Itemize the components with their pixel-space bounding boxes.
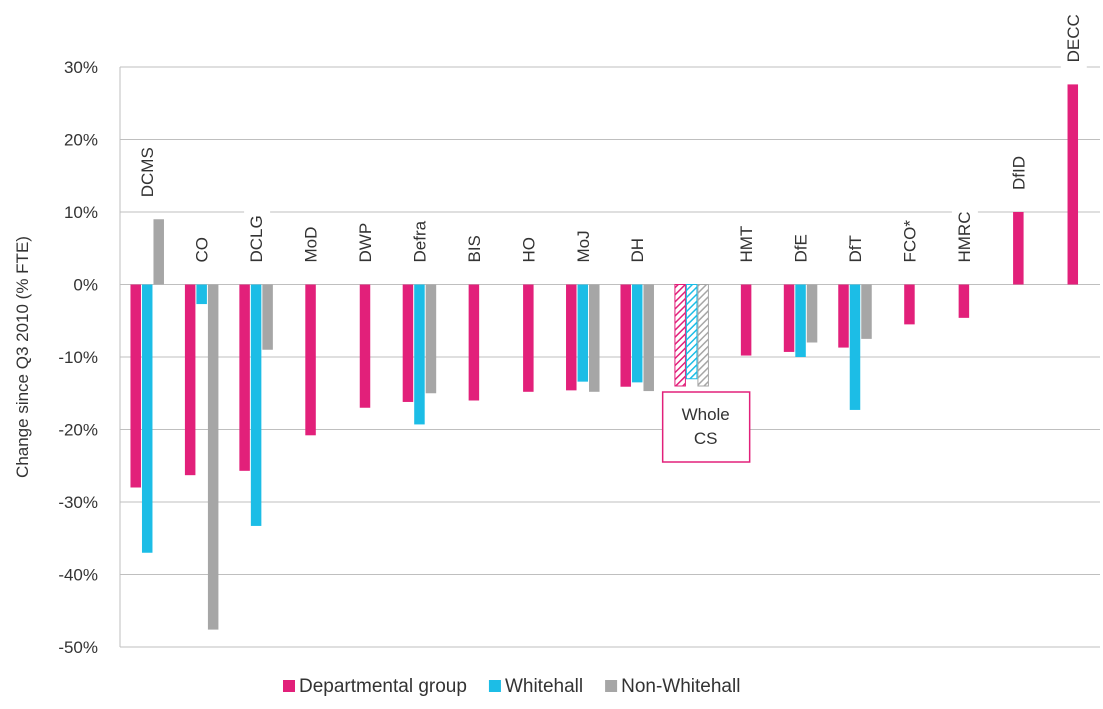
- x-category-label: HMT: [737, 226, 756, 263]
- legend-label: Non-Whitehall: [621, 676, 740, 697]
- grid: [120, 66, 1100, 648]
- bar: [250, 284, 262, 526]
- label-background: [189, 231, 216, 269]
- label-background: [407, 214, 434, 269]
- bar: [740, 284, 752, 356]
- label-background: [516, 231, 543, 269]
- bar: [196, 284, 207, 305]
- label-background: [788, 228, 815, 269]
- label-background: [1060, 8, 1087, 69]
- y-tick-label: -10%: [58, 348, 98, 367]
- x-category-label: DfT: [846, 235, 865, 262]
- y-tick-label: -30%: [58, 493, 98, 512]
- bar: [1013, 212, 1024, 285]
- x-category-label: DWP: [356, 223, 375, 263]
- x-category-label: DH: [628, 238, 647, 263]
- y-tick-label: 10%: [64, 203, 98, 222]
- bar: [697, 284, 709, 387]
- bar: [838, 284, 849, 348]
- label-background: [570, 224, 597, 269]
- x-category-label: Whole CS: [682, 405, 730, 448]
- bar: [184, 284, 196, 476]
- x-category-label: DCMS: [138, 147, 157, 197]
- label-background: [353, 216, 379, 269]
- y-tick-label: -40%: [58, 566, 98, 585]
- label-background: [244, 209, 271, 269]
- x-category-label: HO: [519, 237, 538, 263]
- label-background: [461, 229, 488, 269]
- x-category-label: MoJ: [574, 230, 593, 262]
- bar: [153, 219, 164, 285]
- bar: [523, 284, 534, 392]
- label-background: [625, 231, 652, 269]
- x-category-label: DECC: [1064, 14, 1083, 62]
- x-category-label: DfE: [792, 234, 811, 262]
- x-category-label: BIS: [465, 235, 484, 262]
- label-background: [734, 219, 761, 269]
- legend-swatch: [488, 680, 501, 692]
- label-background: [843, 229, 869, 269]
- bar: [958, 284, 970, 318]
- bar: [402, 284, 414, 402]
- x-category-label: Defra: [410, 220, 429, 262]
- x-category-label: FCO*: [900, 220, 919, 263]
- y-axis-label: Change since Q3 2010 (% FTE): [13, 236, 32, 478]
- bar: [468, 284, 480, 401]
- bar: [414, 284, 425, 425]
- bar: [130, 284, 141, 488]
- legend-swatch: [605, 680, 618, 692]
- label-background: [1006, 150, 1033, 196]
- label-background: [951, 205, 978, 269]
- legend-label: Whitehall: [505, 676, 583, 697]
- bar: [305, 284, 316, 436]
- bar: [589, 284, 600, 392]
- label-background: [298, 220, 325, 269]
- bar: [806, 284, 818, 343]
- label-background: [897, 214, 924, 269]
- bar: [359, 284, 371, 408]
- y-tick-label: 30%: [64, 58, 98, 77]
- legend-swatch: [283, 680, 295, 692]
- bar: [849, 284, 861, 410]
- bar: [1067, 84, 1079, 285]
- label-backgrounds: [135, 8, 1087, 269]
- y-tick-label: 0%: [73, 276, 98, 295]
- bar: [141, 284, 153, 553]
- highlight-box: [661, 391, 751, 463]
- bar: [631, 284, 643, 383]
- bar: [577, 284, 589, 382]
- bar: [239, 284, 250, 471]
- y-tick-label: -20%: [58, 421, 98, 440]
- bar: [262, 284, 273, 350]
- x-category-label: MoD: [302, 227, 321, 263]
- x-category-label: HMRC: [955, 212, 974, 263]
- bar: [674, 284, 686, 387]
- bar: [795, 284, 806, 357]
- bar: [904, 284, 915, 325]
- bar: [425, 284, 437, 394]
- label-background: [135, 141, 162, 204]
- bar: [783, 284, 795, 352]
- bar: [643, 284, 654, 392]
- x-category-label: DfID: [1009, 156, 1028, 190]
- x-category-label: CO: [193, 237, 212, 263]
- x-category-label: DCLG: [247, 215, 266, 262]
- bar: [566, 284, 577, 391]
- bar: [207, 284, 219, 630]
- bar: [861, 284, 872, 339]
- y-tick-label: -50%: [58, 638, 98, 657]
- bar: [620, 284, 631, 387]
- y-tick-label: 20%: [64, 131, 98, 150]
- bar: [685, 284, 698, 380]
- legend-label: Departmental group: [299, 676, 467, 697]
